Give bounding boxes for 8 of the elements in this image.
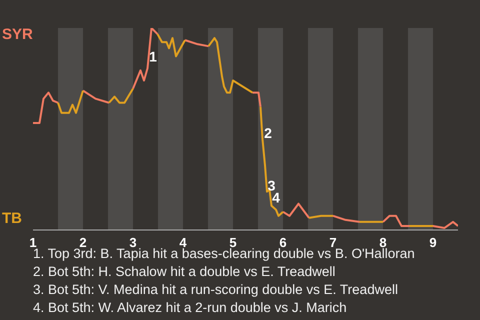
annotation: 1 [149,48,158,64]
text: 2. Bot 5th: H. Schalow hit a double vs E. Treadwell [33,263,336,281]
text: TB [2,210,22,227]
text: 3. Bot 5th: V. Medina hit a run-scoring double vs E. Treadwell [33,281,399,299]
x-tick-label: 9 [429,235,437,250]
annotation: 2 [264,125,272,142]
text: SYR [2,26,33,43]
text: 4. Bot 5th: W. Alvarez hit a 2-run double vs J. Marich [33,299,348,317]
